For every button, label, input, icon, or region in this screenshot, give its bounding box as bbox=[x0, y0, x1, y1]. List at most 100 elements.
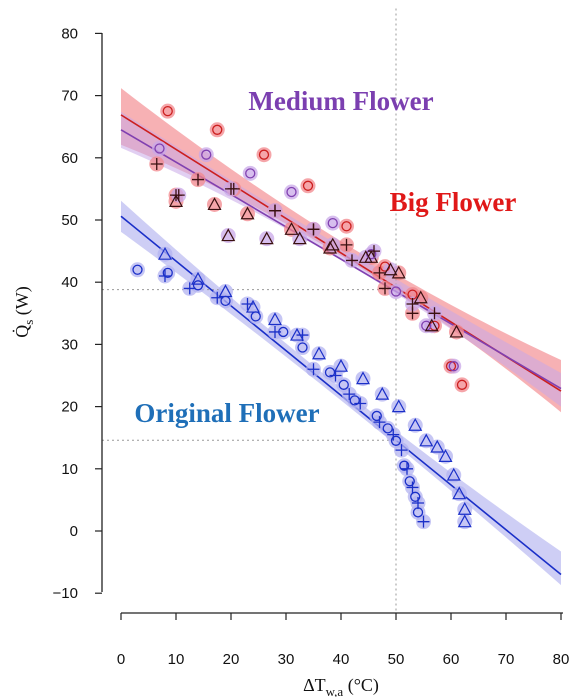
data-point-halo bbox=[451, 486, 467, 502]
data-point-circle bbox=[371, 410, 382, 422]
data-point-circle bbox=[349, 395, 360, 406]
data-point-plus bbox=[192, 173, 204, 186]
fit-line bbox=[120, 215, 562, 576]
data-point-triangle bbox=[218, 284, 233, 298]
axes bbox=[95, 32, 563, 620]
data-point-halo bbox=[339, 218, 354, 234]
y-tick-label: 30 bbox=[61, 336, 78, 353]
data-point-circle bbox=[297, 342, 308, 353]
data-point-plus bbox=[373, 416, 386, 429]
data-point-halo bbox=[446, 467, 462, 483]
x-tick-label: 20 bbox=[223, 651, 240, 668]
data-point-halo bbox=[446, 358, 462, 374]
data-point-halo bbox=[220, 228, 236, 244]
data-point-halo bbox=[218, 284, 233, 300]
data-point-halo bbox=[240, 206, 255, 222]
data-point-plus bbox=[343, 388, 356, 401]
y-tick-label: 80 bbox=[61, 25, 78, 42]
data-point-halo bbox=[388, 284, 404, 300]
data-point-halo bbox=[454, 377, 470, 393]
data-point-plus bbox=[172, 189, 185, 202]
data-point-circle bbox=[154, 143, 165, 154]
y-tick-label: 50 bbox=[61, 212, 78, 229]
confidence-bands bbox=[121, 88, 561, 586]
data-point-halo bbox=[333, 358, 349, 374]
data-point-circle bbox=[338, 379, 349, 390]
data-point-halo bbox=[152, 140, 167, 156]
data-point-halo bbox=[355, 371, 371, 387]
y-tick-label: 70 bbox=[61, 88, 78, 105]
data-point-triangle bbox=[259, 231, 274, 245]
y-tick-label: 60 bbox=[61, 150, 78, 167]
data-point-triangle bbox=[419, 433, 434, 447]
data-point-halo bbox=[267, 312, 283, 328]
data-point-triangle bbox=[413, 290, 428, 304]
data-point-plus bbox=[159, 269, 171, 282]
data-point-triangle bbox=[245, 299, 261, 313]
data-point-plus bbox=[150, 158, 163, 171]
data-point-triangle bbox=[358, 250, 373, 263]
data-point-triangle bbox=[452, 486, 467, 500]
data-point-circle bbox=[302, 180, 314, 191]
data-point-halo bbox=[259, 231, 275, 247]
data-point-triangle bbox=[391, 399, 406, 413]
data-point-circle bbox=[286, 186, 297, 198]
data-point-halo bbox=[457, 501, 473, 517]
y-tick-label: 40 bbox=[61, 274, 78, 291]
data-point-triangle bbox=[375, 386, 390, 400]
y-axis-title: Q̇s (W) bbox=[11, 286, 36, 338]
data-point-triangle bbox=[457, 514, 472, 528]
data-point-triangle bbox=[221, 228, 236, 242]
data-point-triangle bbox=[190, 271, 206, 285]
data-point-circle bbox=[390, 286, 402, 297]
data-point-halo bbox=[383, 262, 398, 278]
data-point-triangle bbox=[457, 501, 472, 515]
data-point-plus bbox=[307, 363, 320, 376]
data-point-circle bbox=[258, 149, 270, 160]
data-point-plus bbox=[346, 254, 358, 267]
data-point-halo bbox=[198, 147, 214, 163]
data-point-circle bbox=[445, 361, 457, 372]
data-point-triangle bbox=[325, 237, 340, 251]
data-point-circle bbox=[192, 280, 204, 291]
data-point-circle bbox=[327, 217, 338, 229]
data-point-halo bbox=[242, 165, 258, 181]
x-tick-label: 70 bbox=[498, 651, 515, 668]
data-point-triangle bbox=[438, 449, 453, 462]
data-point-circle bbox=[162, 106, 173, 117]
data-point-plus bbox=[401, 462, 413, 475]
confidence-band bbox=[121, 200, 561, 586]
data-point-plus bbox=[225, 182, 237, 195]
data-point-plus bbox=[269, 325, 281, 338]
data-point-circle bbox=[212, 124, 223, 135]
x-tick-label: 80 bbox=[553, 651, 570, 668]
data-point-plus bbox=[340, 238, 353, 251]
annotation-big-flower: Big Flower bbox=[390, 187, 517, 217]
data-point-halo bbox=[418, 433, 434, 449]
data-point-halo bbox=[160, 103, 176, 119]
data-point-triangle bbox=[311, 346, 327, 360]
data-point-triangle bbox=[424, 318, 439, 332]
data-point-circle bbox=[132, 264, 143, 275]
data-point-triangle bbox=[289, 327, 305, 341]
data-point-halo bbox=[311, 346, 327, 362]
data-point-plus bbox=[428, 307, 441, 320]
data-point-halo bbox=[130, 262, 145, 278]
data-point-halo bbox=[449, 324, 464, 340]
data-point-triangle bbox=[240, 206, 255, 220]
data-point-plus bbox=[368, 245, 380, 258]
data-point-triangle bbox=[267, 312, 283, 326]
data-point-plus bbox=[373, 266, 386, 279]
data-point-circle bbox=[324, 367, 336, 378]
data-point-halo bbox=[374, 386, 390, 402]
annotation-medium-flower: Medium Flower bbox=[248, 86, 433, 116]
x-tick-label: 60 bbox=[443, 651, 460, 668]
x-tick-label: 0 bbox=[117, 651, 125, 668]
data-point-triangle bbox=[430, 439, 445, 453]
data-point-plus bbox=[387, 428, 400, 441]
data-point-plus bbox=[354, 397, 367, 410]
data-point-halo bbox=[300, 178, 316, 194]
x-tick-label: 40 bbox=[333, 651, 350, 668]
data-point-triangle bbox=[322, 240, 338, 254]
